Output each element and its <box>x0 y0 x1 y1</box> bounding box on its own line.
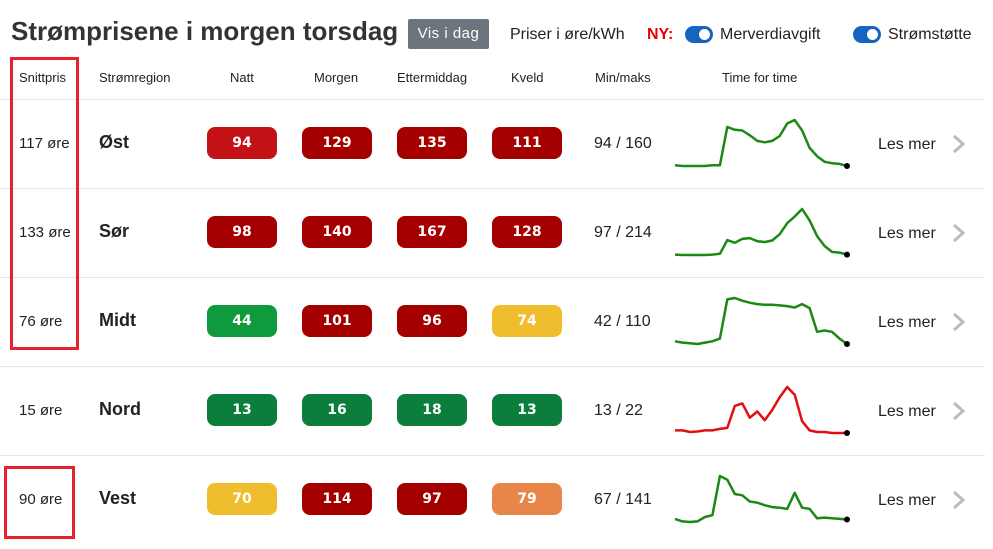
table-row[interactable]: 15 øre Nord 13 16 18 13 13 / 22 Les mer <box>0 366 985 455</box>
read-more-link[interactable]: Les mer <box>878 314 936 331</box>
column-header-morning: Morgen <box>314 70 359 85</box>
region-name: Midt <box>99 310 136 330</box>
chevron-right-icon[interactable] <box>950 311 968 333</box>
support-toggle[interactable] <box>853 26 881 43</box>
region-name: Vest <box>99 488 137 508</box>
table-row[interactable]: 90 øre Vest 70 114 97 79 67 / 141 Les me… <box>0 455 985 544</box>
evening-price-pill: 111 <box>492 127 562 159</box>
avg-price: 76 øre <box>19 313 63 330</box>
sparkline-end-dot <box>844 251 850 258</box>
night-price-pill: 98 <box>207 216 277 248</box>
morning-price-pill: 16 <box>302 394 372 426</box>
hourly-sparkline <box>674 207 850 258</box>
column-header-evening: Kveld <box>511 70 544 85</box>
read-more-link[interactable]: Les mer <box>878 225 936 242</box>
min-max-value: 42 / 110 <box>594 313 651 330</box>
afternoon-price-pill: 135 <box>397 127 467 159</box>
avg-price: 90 øre <box>19 491 63 508</box>
region-name: Øst <box>99 132 130 152</box>
region-name: Nord <box>99 399 141 419</box>
min-max-value: 97 / 214 <box>594 224 652 241</box>
new-label: NY: <box>647 26 674 43</box>
evening-price-pill: 13 <box>492 394 562 426</box>
sparkline-end-dot <box>844 341 850 347</box>
support-toggle-label[interactable]: Strømstøtte <box>888 26 972 43</box>
page-header: Strømprisene i morgen torsdag Vis i dag … <box>0 0 993 62</box>
column-header-minmax: Min/maks <box>595 70 651 85</box>
column-header-hourly: Time for time <box>722 70 798 85</box>
read-more-link[interactable]: Les mer <box>878 136 936 153</box>
hourly-sparkline <box>674 118 850 169</box>
morning-price-pill: 129 <box>302 127 372 159</box>
column-header-night: Natt <box>230 70 254 85</box>
night-price-pill: 44 <box>207 305 277 337</box>
vat-toggle-label[interactable]: Merverdiavgift <box>720 26 821 43</box>
night-price-pill: 70 <box>207 483 277 515</box>
sparkline-line <box>674 296 848 346</box>
sparkline-end-dot <box>844 163 850 169</box>
evening-price-pill: 74 <box>492 305 562 337</box>
sparkline-line <box>674 474 848 524</box>
table-row[interactable]: 117 øre Øst 94 129 135 111 94 / 160 Les … <box>0 99 985 188</box>
night-price-pill: 13 <box>207 394 277 426</box>
morning-price-pill: 114 <box>302 483 372 515</box>
chevron-right-icon[interactable] <box>950 489 968 511</box>
sparkline-line <box>674 118 848 168</box>
avg-price: 15 øre <box>19 402 63 419</box>
sparkline-end-dot <box>844 430 850 436</box>
sparkline-line <box>675 385 847 435</box>
afternoon-price-pill: 167 <box>397 216 467 248</box>
afternoon-price-pill: 97 <box>397 483 467 515</box>
show-today-button[interactable]: Vis i dag <box>408 19 489 49</box>
unit-label: Priser i øre/kWh <box>510 26 625 43</box>
hourly-sparkline <box>674 474 850 524</box>
afternoon-price-pill: 18 <box>397 394 467 426</box>
morning-price-pill: 101 <box>302 305 372 337</box>
hourly-sparkline <box>675 385 850 436</box>
evening-price-pill: 128 <box>492 216 562 248</box>
avg-price: 133 øre <box>19 224 71 241</box>
read-more-link[interactable]: Les mer <box>878 403 936 420</box>
column-header-region: Strømregion <box>99 70 171 85</box>
sparkline-end-dot <box>844 516 850 523</box>
evening-price-pill: 79 <box>492 483 562 515</box>
page-title: Strømprisene i morgen torsdag <box>11 16 399 46</box>
column-header-afternoon: Ettermiddag <box>397 70 468 85</box>
min-max-value: 67 / 141 <box>594 491 652 508</box>
min-max-value: 13 / 22 <box>594 402 643 419</box>
avg-price: 117 øre <box>19 135 70 152</box>
chevron-right-icon[interactable] <box>950 400 968 422</box>
sparkline-line <box>674 207 848 257</box>
region-name: Sør <box>99 221 130 241</box>
table-row[interactable]: 76 øre Midt 44 101 96 74 42 / 110 Les me… <box>0 277 985 366</box>
read-more-link[interactable]: Les mer <box>878 492 936 509</box>
chevron-right-icon[interactable] <box>950 222 968 244</box>
afternoon-price-pill: 96 <box>397 305 467 337</box>
highlight-box-vest-avg <box>4 466 75 539</box>
highlight-box-avg-column <box>10 57 79 350</box>
table-row[interactable]: 133 øre Sør 98 140 167 128 97 / 214 Les … <box>0 188 985 277</box>
vat-toggle[interactable] <box>685 26 713 43</box>
hourly-sparkline <box>674 296 850 347</box>
min-max-value: 94 / 160 <box>594 135 652 152</box>
chevron-right-icon[interactable] <box>950 133 968 155</box>
night-price-pill: 94 <box>207 127 277 159</box>
column-header-avg: Snittpris <box>19 70 66 85</box>
morning-price-pill: 140 <box>302 216 372 248</box>
